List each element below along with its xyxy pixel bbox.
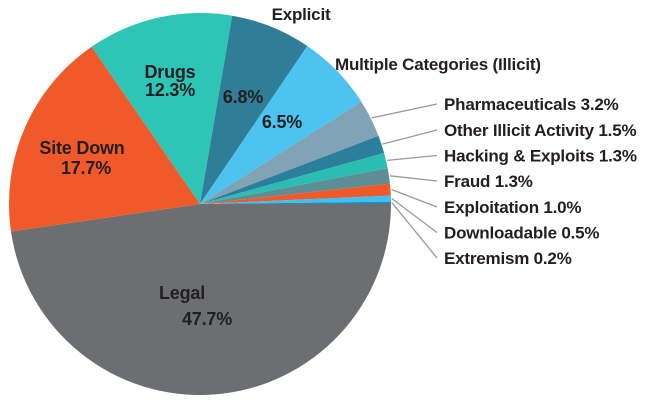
leader-line-exploitation: [391, 188, 438, 208]
slice-label-exploitation: Exploitation 1.0%: [444, 198, 581, 217]
leader-line-pharmaceuticals: [371, 103, 438, 119]
pie-slice-explicit: [200, 15, 308, 204]
slice-label-fraud: Fraud 1.3%: [444, 172, 533, 191]
pie-slice-multiple-categories-illicit: [200, 46, 362, 204]
slice-name-legal: Legal: [159, 283, 205, 303]
slice-name-site-down: Site Down: [39, 138, 124, 158]
leader-line-fraud: [389, 175, 438, 182]
slice-pct-explicit: 6.8%: [223, 87, 263, 107]
slice-pct-legal: 47.7%: [182, 309, 232, 329]
pie-slice-other-illicit-activity: [200, 135, 385, 204]
slice-name-drugs: Drugs: [144, 62, 195, 82]
slice-name-multiple-categories-illicit: Multiple Categories (Illicit): [335, 55, 541, 74]
slice-label-pharmaceuticals: Pharmaceuticals 3.2%: [444, 95, 619, 114]
slice-label-hacking-exploits: Hacking & Exploits 1.3%: [444, 147, 637, 166]
leader-line-extremism: [391, 202, 438, 259]
pie-slice-hacking-exploits: [200, 153, 388, 204]
leader-line-downloadable: [391, 198, 438, 234]
slice-pct-multiple-categories-illicit: 6.5%: [262, 112, 302, 132]
pie-slice-site-down: [8, 46, 201, 232]
leader-line-other-illicit-activity: [382, 129, 438, 145]
slice-pct-site-down: 17.7%: [61, 158, 111, 178]
leader-line-hacking-exploits: [386, 154, 438, 162]
slice-pct-drugs: 12.3%: [145, 80, 195, 100]
slice-label-downloadable: Downloadable 0.5%: [444, 224, 599, 243]
slice-label-other-illicit-activity: Other Illicit Activity 1.5%: [444, 121, 636, 140]
slice-label-extremism: Extremism 0.2%: [444, 249, 572, 268]
pie-slice-fraud: [200, 168, 390, 204]
pie-slice-exploitation: [200, 183, 391, 204]
pie-slice-downloadable: [200, 195, 391, 204]
pie-slice-drugs: [91, 12, 233, 204]
slice-name-explicit: Explicit: [272, 5, 331, 24]
pie-slice-extremism: [200, 201, 391, 204]
pie-slice-pharmaceuticals: [200, 101, 379, 204]
pie-slice-legal: [10, 204, 392, 396]
